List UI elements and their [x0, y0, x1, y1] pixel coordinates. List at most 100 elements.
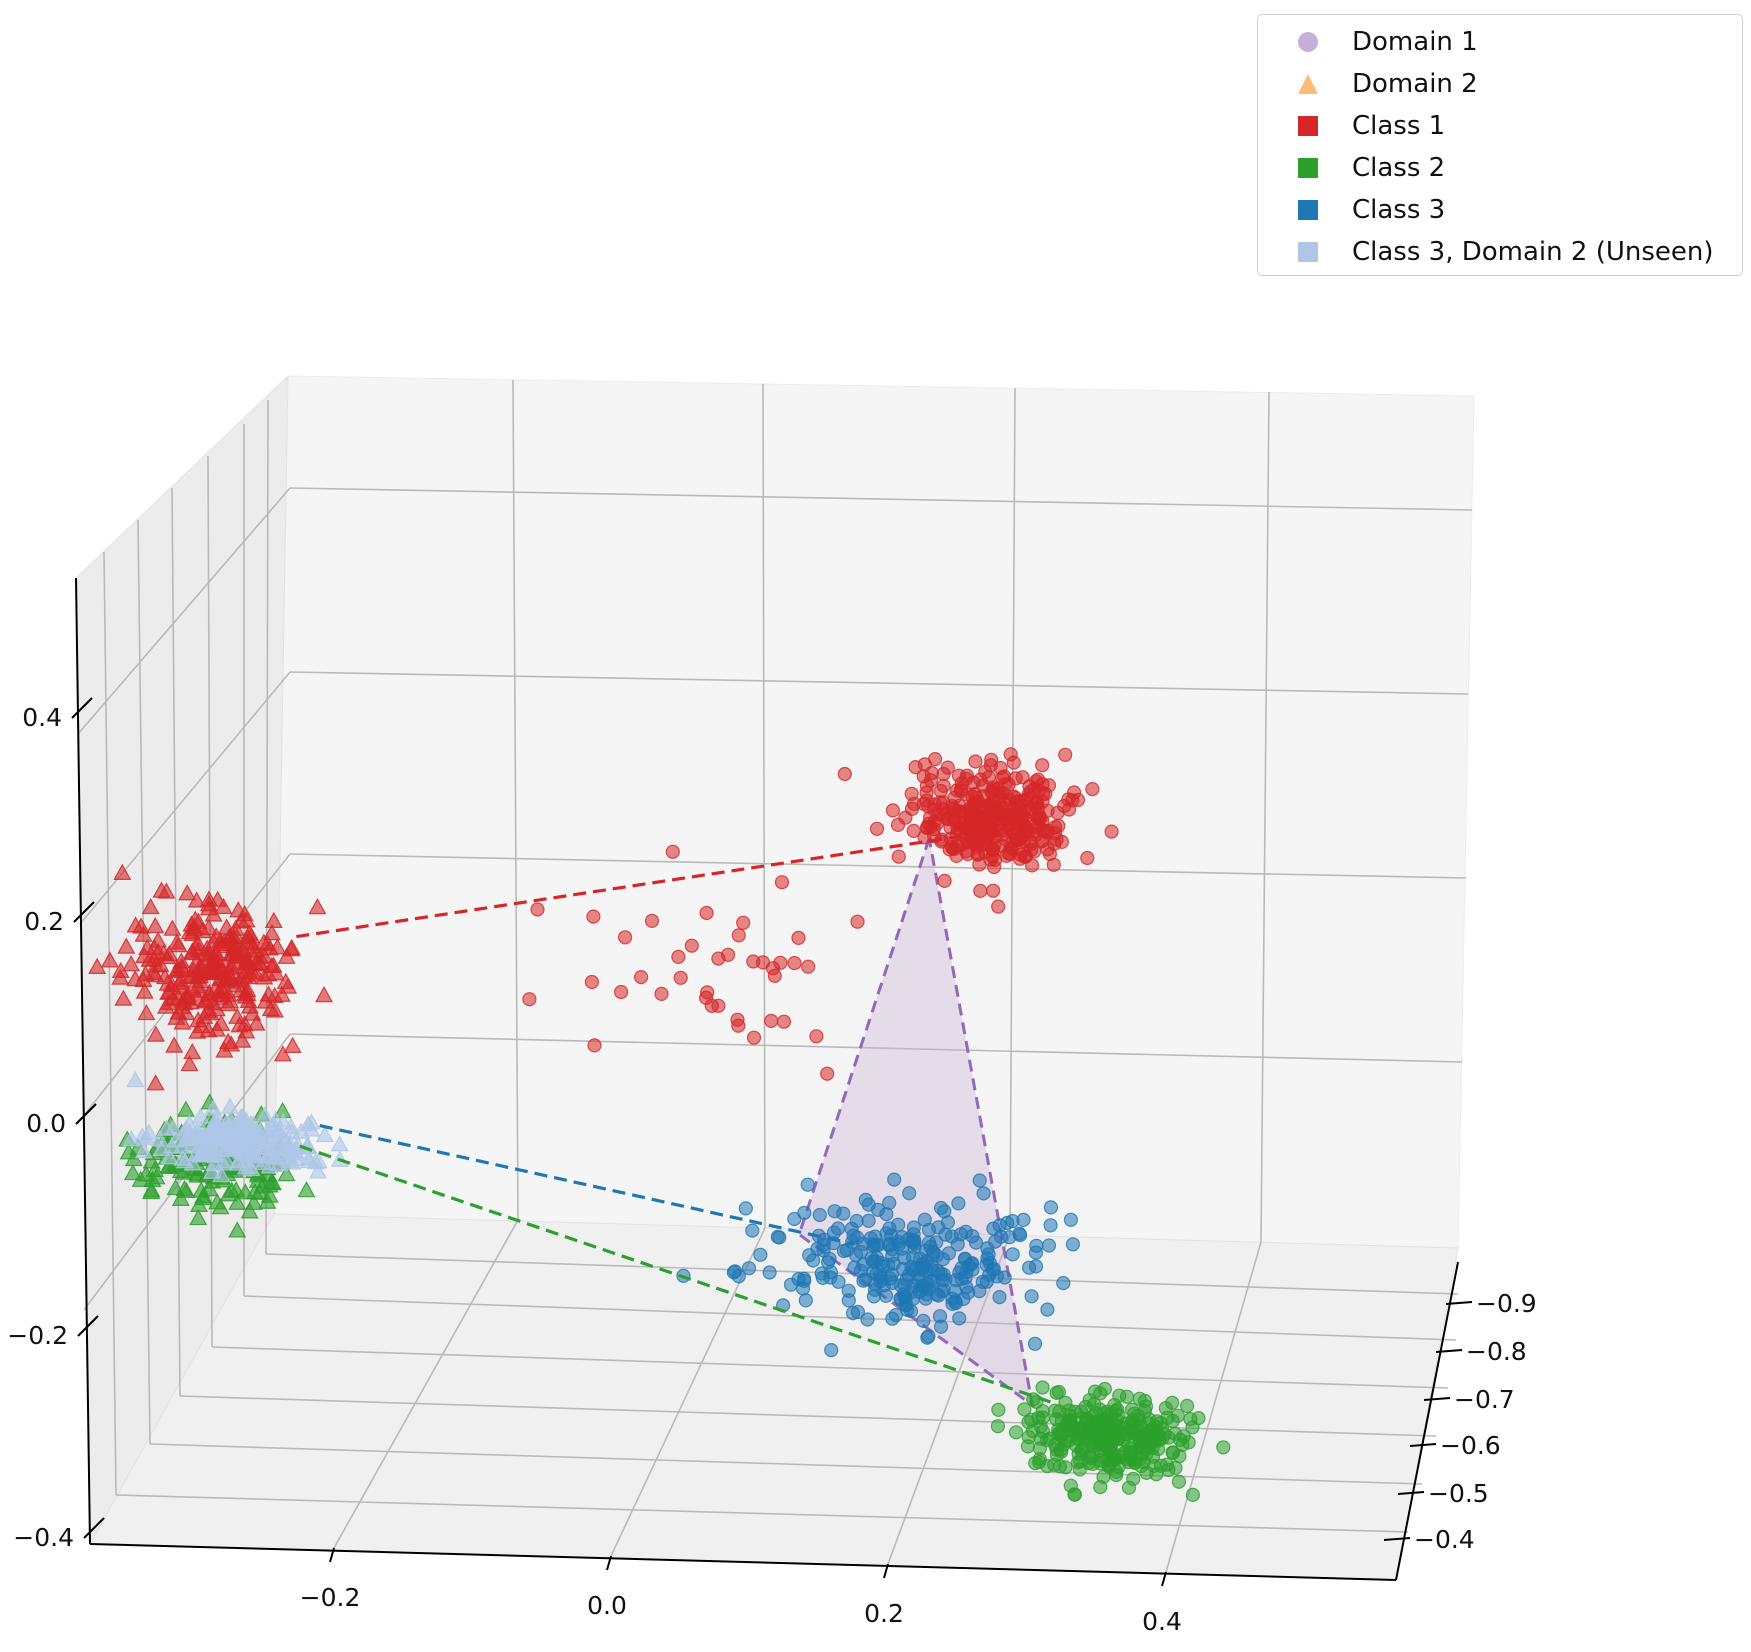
data-point — [764, 1013, 779, 1029]
legend-item: Class 1 — [1258, 105, 1742, 147]
data-point — [953, 1227, 969, 1242]
square-icon — [1278, 189, 1338, 231]
data-point — [1030, 810, 1046, 825]
data-point — [770, 1229, 785, 1245]
data-point — [1017, 1402, 1032, 1417]
data-point — [217, 1125, 236, 1143]
y-tick-label: −0.5 — [1428, 1479, 1489, 1508]
data-point — [812, 1207, 827, 1223]
data-point — [882, 1195, 897, 1211]
square-icon — [1278, 147, 1338, 189]
data-point — [117, 937, 136, 954]
data-point — [684, 938, 699, 953]
data-point — [798, 1293, 813, 1308]
data-point — [861, 1213, 876, 1228]
data-point — [162, 975, 181, 993]
data-point — [787, 1211, 802, 1227]
data-point — [981, 1247, 996, 1262]
z-tick-mark — [73, 901, 95, 923]
data-point — [1073, 1426, 1088, 1442]
data-point — [1040, 1302, 1055, 1317]
data-point — [276, 972, 295, 990]
data-point — [731, 1269, 746, 1284]
data-point — [816, 1243, 831, 1258]
tick-labels: −0.2 0.0 0.2 0.4 −0.9 −0.8 −0.7 −0.6 −0.5 −0.4 −0.… — [7, 703, 1536, 1636]
data-point — [136, 965, 155, 982]
data-point — [836, 1243, 852, 1259]
data-point — [1065, 1237, 1081, 1252]
data-point — [1185, 1487, 1201, 1503]
data-point — [985, 813, 1000, 828]
data-point — [160, 1148, 179, 1165]
legend: Domain 1 Domain 2 Class 1 Class 2 Class 3 Cla… — [1257, 14, 1743, 276]
data-point — [250, 954, 269, 972]
data-point — [1046, 857, 1061, 872]
data-point — [870, 1202, 886, 1217]
data-point — [236, 1183, 255, 1200]
data-point — [654, 986, 669, 1002]
data-point — [188, 1122, 207, 1139]
data-point — [935, 1252, 951, 1267]
data-point — [736, 915, 751, 930]
data-point — [731, 928, 746, 943]
data-point — [847, 1260, 862, 1275]
data-point — [227, 927, 246, 944]
data-point — [1119, 1389, 1135, 1404]
data-point — [211, 1198, 230, 1215]
connector-line — [299, 1144, 1053, 1405]
z-tick-mark — [75, 1103, 97, 1125]
data-point — [205, 1128, 224, 1145]
z-tick-mark — [77, 1315, 99, 1337]
data-point — [1216, 1440, 1231, 1455]
data-point — [968, 836, 983, 851]
data-point — [947, 1283, 963, 1299]
data-point — [885, 1311, 900, 1326]
data-point — [1035, 1404, 1050, 1419]
data-point — [1104, 824, 1119, 839]
data-point — [137, 1003, 156, 1021]
data-point — [142, 1152, 161, 1169]
data-point — [231, 1132, 250, 1149]
data-point — [241, 1115, 260, 1132]
data-point — [711, 998, 726, 1013]
data-point — [1028, 1259, 1044, 1274]
data-point — [282, 940, 301, 957]
data-point — [135, 946, 154, 964]
data-point — [283, 1123, 302, 1140]
data-point — [738, 1201, 753, 1216]
data-point — [157, 1119, 176, 1136]
data-point — [1008, 1425, 1024, 1440]
z-tick-label: 0.4 — [22, 703, 62, 732]
data-point — [1020, 1439, 1036, 1454]
data-point — [218, 969, 237, 986]
data-point — [853, 1244, 869, 1260]
data-point — [1121, 1454, 1136, 1470]
data-point — [530, 902, 545, 917]
data-point — [1070, 792, 1086, 808]
data-point — [1024, 1289, 1039, 1304]
data-point — [171, 1189, 190, 1206]
data-point — [881, 1238, 897, 1253]
data-point — [187, 891, 206, 908]
data-point — [131, 1170, 150, 1187]
data-point — [1050, 805, 1065, 821]
square-icon — [1278, 231, 1338, 273]
data-point — [927, 802, 942, 818]
data-point — [239, 967, 258, 985]
data-point — [952, 1311, 967, 1326]
data-point — [823, 1270, 838, 1285]
data-point — [1035, 1424, 1051, 1439]
data-point — [139, 1123, 158, 1140]
data-point — [173, 1149, 192, 1166]
data-point — [1049, 1442, 1064, 1457]
data-point — [986, 883, 1001, 898]
data-point — [146, 916, 165, 934]
data-point — [972, 1173, 987, 1188]
data-point — [126, 1070, 145, 1088]
y-tick-mark — [1397, 1491, 1425, 1495]
y-tick-label: −0.4 — [1414, 1525, 1475, 1554]
data-point — [711, 951, 726, 966]
data-point — [265, 986, 284, 1004]
data-point — [665, 844, 680, 859]
data-point — [1041, 1238, 1057, 1253]
